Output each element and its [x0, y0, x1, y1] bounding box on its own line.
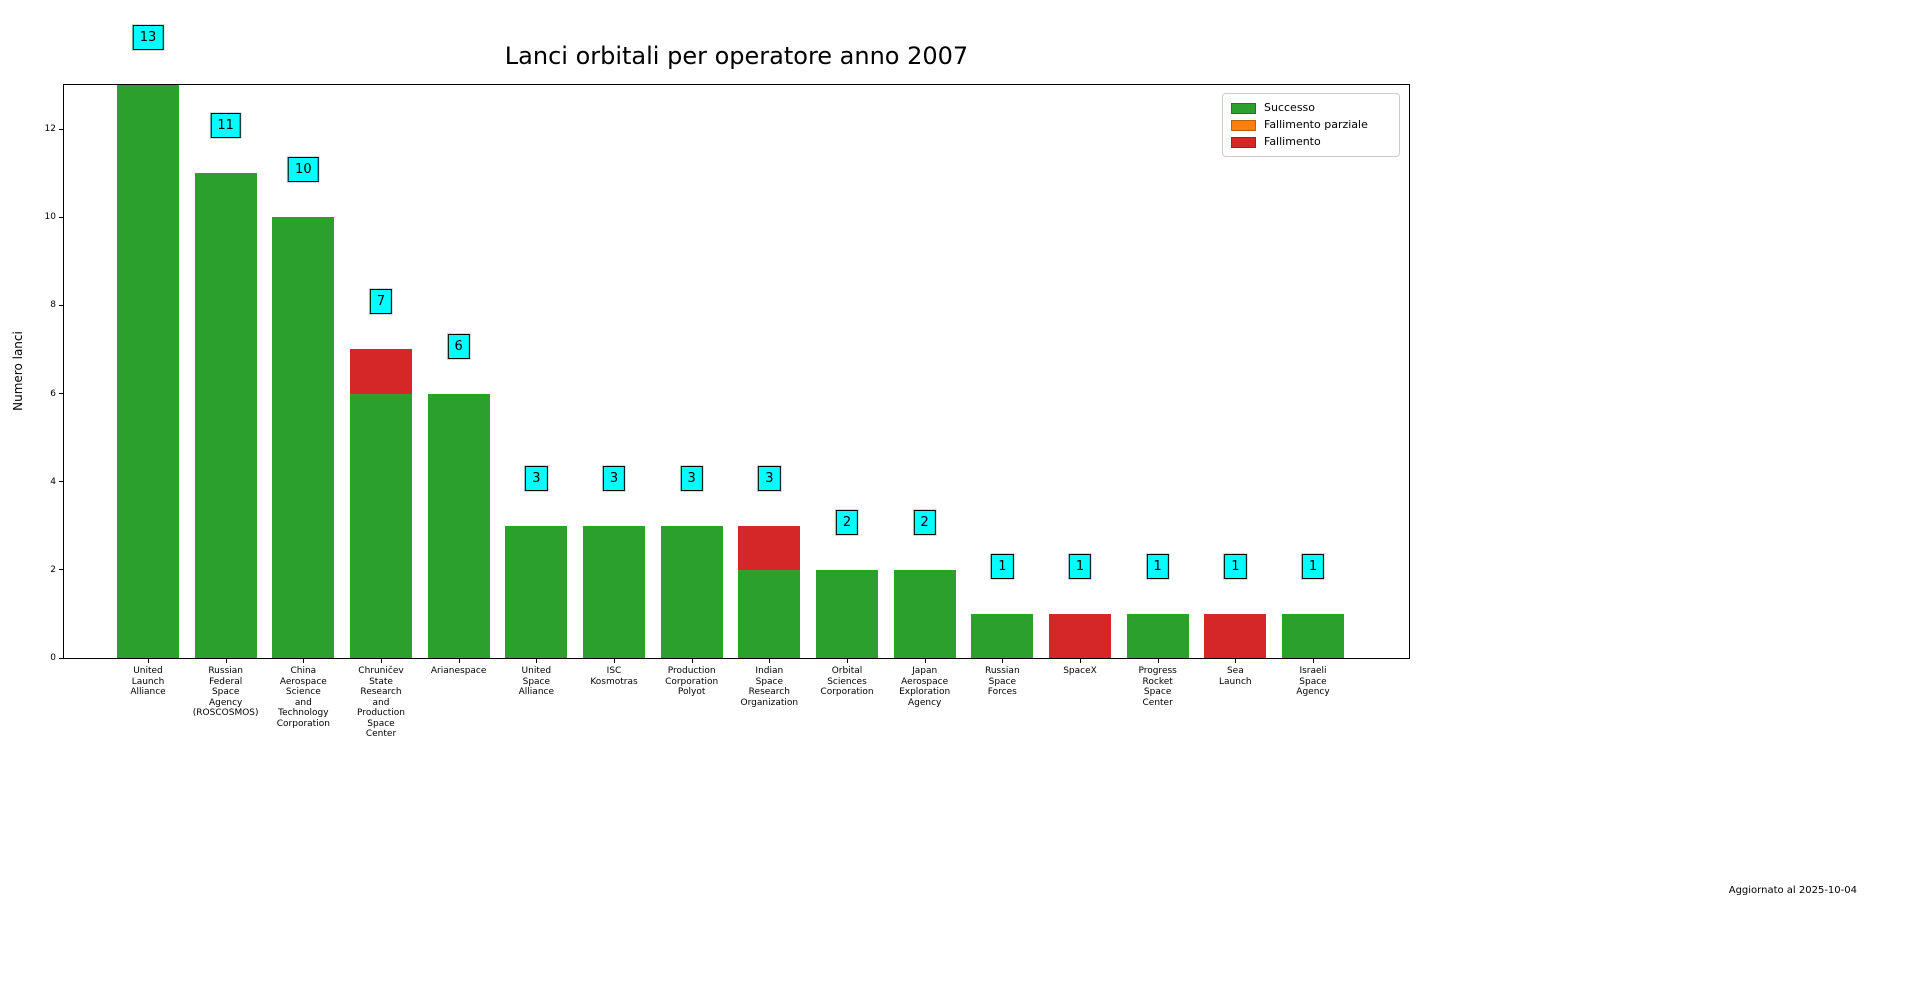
x-tick-label: Arianespace	[430, 666, 487, 676]
bar-segment-fallimento	[1204, 613, 1267, 658]
update-note: Aggiornato al 2025-10-04	[1728, 885, 1857, 896]
legend-swatch	[1231, 119, 1256, 131]
y-tick	[59, 393, 63, 395]
x-tick	[303, 659, 305, 663]
x-tick-label: Progress Rocket Space Center	[1138, 666, 1177, 708]
value-label: 1	[1301, 553, 1325, 579]
legend: Successo Fallimento parziale Fallimento	[1222, 93, 1400, 157]
bar-segment-successo	[971, 613, 1034, 658]
x-tick-label: Indian Space Research Organization	[740, 666, 799, 708]
x-tick-label: United Space Alliance	[518, 666, 555, 697]
value-label: 1	[1224, 553, 1247, 579]
plot-area: 0 2 4 6 8 10 12 United Launch Alliance 13 Russian…	[45, 25, 1410, 739]
bar-segment-successo	[1126, 613, 1189, 658]
x-tick-label: ISC Kosmotras	[590, 666, 638, 687]
x-tick	[614, 659, 615, 663]
value-label: 13	[132, 25, 164, 50]
value-label: 3	[525, 465, 548, 491]
bar-segment-fallimento	[738, 525, 801, 570]
x-tick	[536, 659, 538, 663]
value-label: 11	[210, 113, 241, 139]
chart-title: Lanci orbitali per operatore anno 2007	[504, 42, 969, 70]
legend-row: Successo	[1231, 100, 1391, 117]
bar-segment-successo	[427, 393, 490, 658]
bar-segment-successo	[893, 569, 956, 658]
value-label: 6	[447, 333, 470, 359]
y-tick-label: 2	[50, 564, 56, 575]
x-tick-label: Russian Space Forces	[985, 666, 1020, 697]
value-label: 2	[835, 509, 859, 535]
x-tick	[924, 659, 926, 663]
value-label: 3	[758, 465, 781, 491]
x-tick	[458, 659, 460, 663]
bar-segment-fallimento	[350, 349, 412, 394]
y-tick-label: 0	[50, 653, 56, 663]
value-label: 3	[602, 465, 626, 491]
x-tick-label: Israeli Space Agency	[1296, 666, 1330, 697]
bar-segment-successo	[583, 525, 645, 658]
y-tick	[59, 216, 63, 218]
y-tick-label: 6	[50, 388, 56, 399]
value-label: 1	[1146, 553, 1169, 579]
x-tick-label: SpaceX	[1063, 666, 1097, 676]
bar-segment-successo	[505, 525, 568, 658]
legend-swatch	[1231, 136, 1256, 148]
bar-segment-successo	[738, 569, 801, 658]
bar-segment-successo	[1282, 613, 1344, 658]
legend-row: Fallimento parziale	[1231, 117, 1391, 134]
value-label: 10	[288, 157, 319, 183]
bar-segment-successo	[272, 217, 335, 658]
bar-segment-successo	[350, 393, 412, 658]
y-tick-label: 12	[44, 124, 56, 135]
y-tick-label: 4	[50, 476, 56, 487]
y-tick	[59, 128, 63, 130]
y-tick	[59, 304, 63, 306]
x-tick-label: Japan Aerospace Exploration Agency	[899, 666, 951, 708]
legend-label: Fallimento parziale	[1264, 118, 1368, 131]
bar-segment-successo	[816, 569, 878, 658]
legend-label: Successo	[1264, 101, 1316, 114]
x-tick	[1157, 659, 1159, 663]
bar-segment-successo	[194, 173, 257, 658]
y-tick-label: 8	[50, 300, 56, 311]
x-tick	[769, 659, 771, 663]
y-tick	[59, 657, 63, 659]
x-tick-label: Russian Federal Space Agency (ROSCOSMOS)	[192, 666, 259, 718]
y-tick	[59, 569, 63, 571]
value-label: 1	[991, 553, 1014, 579]
value-label: 1	[1068, 553, 1092, 579]
bar-segment-successo	[117, 85, 179, 658]
x-tick	[691, 659, 693, 663]
legend-label: Fallimento	[1264, 135, 1321, 148]
x-tick	[148, 659, 149, 663]
x-tick	[1080, 659, 1081, 663]
bar-segment-successo	[660, 525, 723, 658]
x-tick-label: Sea Launch	[1219, 666, 1252, 687]
legend-row: Fallimento	[1231, 134, 1391, 151]
x-tick-label: Orbital Sciences Corporation	[820, 666, 874, 697]
x-tick	[847, 659, 848, 663]
y-tick-label: 10	[44, 212, 56, 223]
x-tick-label: China Aerospace Science and Technology C…	[276, 666, 330, 729]
bar-segment-fallimento	[1049, 613, 1111, 658]
value-label: 3	[680, 465, 703, 491]
value-label: 7	[369, 289, 393, 315]
x-tick	[381, 659, 382, 663]
value-label: 2	[913, 509, 936, 535]
legend-swatch	[1231, 102, 1256, 114]
x-tick	[1002, 659, 1004, 663]
x-tick	[225, 659, 227, 663]
x-tick-label: Chruničev State Research and Production …	[357, 666, 405, 739]
x-tick-label: Production Corporation Polyot	[665, 666, 719, 697]
x-tick	[1313, 659, 1314, 663]
x-tick-label: United Launch Alliance	[130, 666, 166, 697]
y-tick	[59, 481, 63, 483]
x-tick	[1235, 659, 1237, 663]
